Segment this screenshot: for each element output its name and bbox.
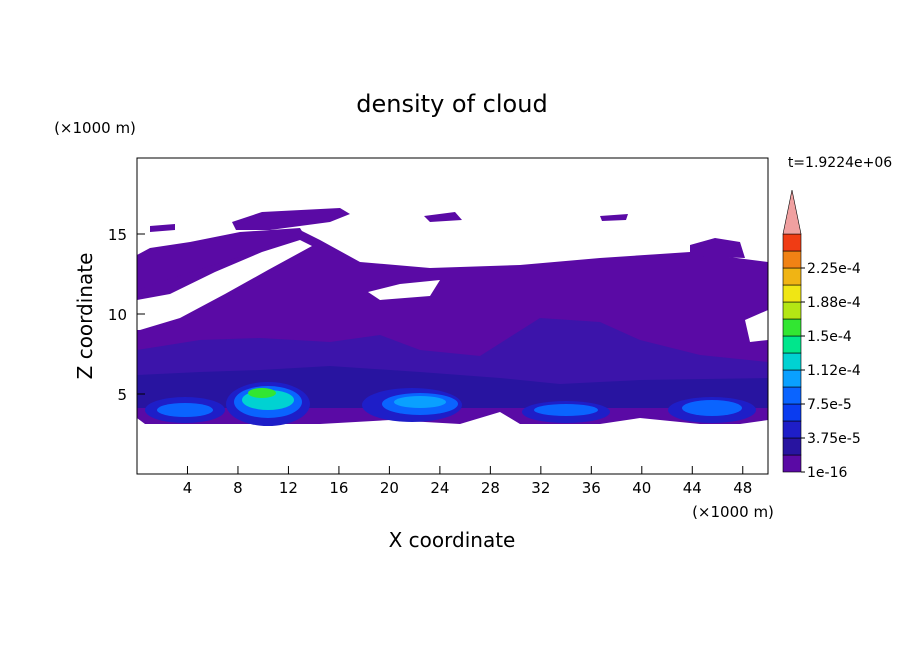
cloud-contour — [394, 396, 446, 408]
colorbar-box — [782, 284, 802, 303]
cloud-contour — [682, 400, 742, 416]
colorbar-label: 3.75e-5 — [807, 431, 861, 447]
time-label: t=1.9224e+06 — [788, 155, 892, 171]
colorbar-box — [782, 352, 802, 371]
cloud-field — [137, 208, 768, 426]
colorbar-label: 1.12e-4 — [807, 363, 861, 379]
cloud-contour — [534, 404, 598, 416]
colorbar-label: 7.5e-5 — [807, 397, 852, 413]
colorbar-box — [782, 318, 802, 337]
colorbar-label: 1.5e-4 — [807, 329, 852, 345]
x-tick-label: 48 — [733, 479, 752, 497]
colorbar-extend — [782, 189, 802, 235]
x-tick-label: 20 — [380, 479, 399, 497]
y-tick-label: 5 — [117, 386, 127, 404]
x-axis-label: X coordinate — [389, 528, 516, 552]
x-tick-label: 4 — [183, 479, 193, 497]
colorbar-box — [782, 454, 802, 473]
x-tick-label: 36 — [582, 479, 601, 497]
colorbar-box — [782, 386, 802, 405]
x-tick-label: 16 — [329, 479, 348, 497]
y-tick-label: 10 — [108, 306, 127, 324]
colorbar-box — [782, 403, 802, 422]
x-tick-label: 12 — [279, 479, 298, 497]
x-tick-label: 44 — [683, 479, 702, 497]
x-tick-label: 40 — [632, 479, 651, 497]
y-unit: (×1000 m) — [54, 119, 136, 137]
cloud-contour — [368, 280, 768, 342]
colorbar-box — [782, 267, 802, 286]
x-tick-label: 24 — [430, 479, 449, 497]
colorbar-label: 1.88e-4 — [807, 295, 861, 311]
cloud-contour — [157, 403, 213, 417]
x-unit: (×1000 m) — [692, 503, 774, 521]
y-tick-label: 15 — [108, 226, 127, 244]
cloud-contour — [248, 388, 276, 398]
colorbar-label: 1e-16 — [807, 465, 847, 481]
colorbar-box — [782, 437, 802, 456]
y-axis-label: Z coordinate — [73, 253, 97, 380]
cloud-contour — [232, 208, 350, 230]
plot-frame — [136, 157, 769, 475]
colorbar-box — [782, 420, 802, 439]
cloud-contour — [137, 228, 305, 290]
colorbar-box — [782, 369, 802, 388]
x-tick-label: 28 — [481, 479, 500, 497]
colorbar-box — [782, 335, 802, 354]
cloud-contour — [137, 240, 312, 330]
chart-title: density of cloud — [356, 90, 547, 118]
colorbar-box — [782, 301, 802, 320]
colorbar-label: 2.25e-4 — [807, 261, 861, 277]
x-tick-label: 32 — [531, 479, 550, 497]
colorbar-box — [782, 233, 802, 252]
x-tick-label: 8 — [233, 479, 243, 497]
colorbar-box — [782, 250, 802, 269]
